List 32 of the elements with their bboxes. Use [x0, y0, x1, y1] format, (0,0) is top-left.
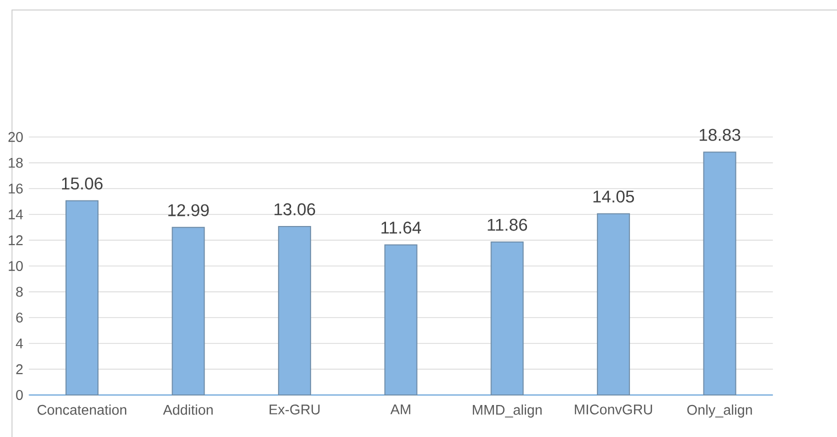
- y-tick-label: 14: [8, 210, 23, 220]
- data-label: 11.64: [382, 222, 421, 234]
- y-tick-label: 18: [8, 158, 23, 168]
- bar: [703, 152, 736, 396]
- data-label: 11.86: [488, 218, 528, 231]
- data-label: 18.83: [700, 128, 740, 141]
- bar: [278, 226, 312, 396]
- y-tick-label: 20: [8, 132, 23, 142]
- x-tick-label: Concatenation: [38, 404, 126, 415]
- bar: [596, 213, 630, 396]
- bar: [66, 200, 99, 396]
- x-tick-label: Only_align: [687, 404, 752, 418]
- data-label: 14.05: [593, 190, 634, 203]
- data-label: 12.99: [168, 204, 209, 216]
- bar: [384, 244, 418, 396]
- y-tick-label: 10: [8, 261, 23, 271]
- y-tick-label: 0: [16, 390, 23, 400]
- x-tick-label: MIConvGRU: [574, 404, 652, 414]
- data-label: 15.06: [62, 177, 103, 190]
- y-tick-label: 16: [8, 184, 23, 194]
- x-tick-label: Ex-GRU: [270, 404, 320, 414]
- bar: [490, 242, 524, 396]
- y-tick-label: 12: [8, 235, 23, 246]
- x-tick-label: Addition: [163, 404, 213, 415]
- y-tick-label: 4: [16, 338, 23, 348]
- y-tick-label: 2: [16, 364, 23, 374]
- x-tick-label: MMD_align: [472, 404, 542, 418]
- y-tick-label: 8: [16, 286, 23, 297]
- y-tick-label: 6: [16, 312, 23, 323]
- x-tick-label: AM: [390, 404, 410, 414]
- data-label: 13.06: [274, 203, 316, 216]
- bar: [172, 226, 205, 396]
